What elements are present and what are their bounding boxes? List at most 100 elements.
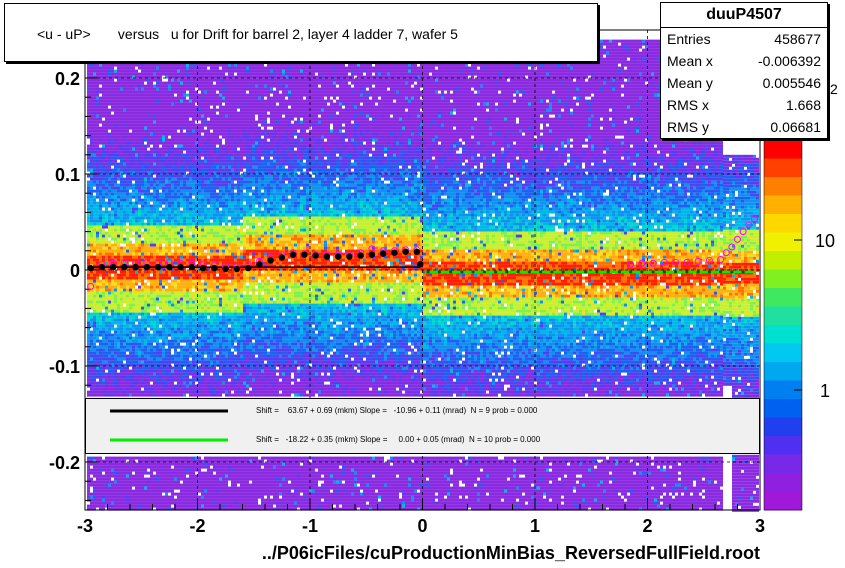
black-profile-point: [211, 264, 218, 272]
title-box: <u - uP> versus u for Drift for barrel 2…: [4, 3, 598, 62]
black-profile-point: [323, 253, 331, 260]
black-profile-point: [346, 253, 353, 260]
stats-box: duuP4507 Entries 458677 Mean x -0.006392…: [660, 2, 828, 139]
black-profile-point: [87, 264, 94, 272]
green-profile-point: [561, 270, 565, 274]
green-profile-point: [662, 270, 666, 274]
axes: -3 -2 -1 0 1 2 30.20.10-0.1-0.2../P06icFiles/c…: [49, 39, 765, 563]
stats-title: duuP4507: [661, 3, 827, 28]
black-profile-point: [132, 263, 139, 271]
heatmap-cells: [87, 39, 759, 512]
stats-row-mean-x: Mean x -0.006392: [661, 50, 827, 72]
stats-row-rms-y: RMS y 0.06681: [661, 116, 827, 138]
fit-text-black: Shift = 63.67 + 0.69 (mkm) Slope = -10.9…: [256, 406, 537, 415]
black-profile-point: [199, 264, 207, 272]
green-profile-point: [595, 270, 599, 274]
black-profile-point: [244, 264, 252, 272]
green-profile-point: [685, 270, 689, 274]
black-profile-point: [222, 265, 229, 273]
magenta-profile-point: [683, 258, 691, 266]
magenta-profile-point: [638, 259, 646, 267]
fit-text-green: Shift = -18.22 + 0.35 (mkm) Slope = 0.00…: [256, 435, 540, 444]
magenta-profile-point: [722, 249, 730, 257]
magenta-profile-point: [627, 260, 635, 268]
black-profile-point: [233, 265, 241, 273]
fit-legend-lines: [110, 409, 228, 442]
green-profile-point: [426, 270, 430, 274]
magenta-profile-point: [87, 282, 95, 290]
black-profile-point: [417, 261, 424, 268]
magenta-profile-point: [734, 235, 741, 243]
green-profile-point: [640, 270, 644, 274]
green-profile-point: [449, 270, 453, 274]
black-profile-point: [312, 252, 319, 259]
magenta-profile-point: [694, 257, 702, 265]
stats-label: RMS x: [667, 94, 709, 116]
stats-value: -0.006392: [758, 50, 821, 72]
stats-label: Mean x: [667, 50, 713, 72]
plot-title: <u - uP> versus u for Drift for barrel 2…: [37, 26, 458, 42]
magenta-profile-point: [717, 255, 725, 263]
black-profile-point: [188, 263, 196, 271]
green-profile-point: [674, 270, 678, 274]
black-profile-point: [109, 263, 117, 271]
green-profile-point: [437, 270, 441, 274]
black-profile-point: [301, 251, 308, 258]
black-profile-point: [391, 249, 398, 256]
black-profile-point: [413, 248, 421, 255]
green-profile-point: [572, 270, 576, 274]
green-profile-point: [606, 270, 610, 274]
green-profile-point: [460, 270, 464, 274]
x-axis-label: ../P06icFiles/cuProductionMinBias_Revers…: [262, 543, 760, 563]
magenta-profile-point: [649, 259, 657, 267]
magenta-profile-point: [739, 228, 747, 236]
profile-markers: [87, 215, 758, 290]
green-profile-point: [741, 270, 745, 274]
black-profile-point: [267, 257, 274, 264]
green-profile-point: [527, 270, 531, 274]
stats-row-rms-x: RMS x 1.668: [661, 94, 827, 116]
black-profile-point: [357, 252, 364, 259]
black-profile-point: [166, 263, 173, 271]
green-profile-point: [629, 270, 633, 274]
green-profile-point: [482, 270, 486, 274]
stats-value: 458677: [774, 28, 821, 50]
black-profile-point: [98, 263, 106, 271]
black-profile-point: [402, 248, 409, 255]
black-profile-point: [143, 263, 151, 271]
green-profile-point: [617, 270, 621, 274]
green-profile-point: [494, 270, 498, 274]
green-profile-point: [730, 270, 734, 274]
magenta-profile-point: [745, 221, 753, 229]
green-profile-point: [471, 270, 475, 274]
magenta-profile-point: [672, 258, 680, 266]
stats-row-entries: Entries 458677: [661, 28, 827, 50]
green-profile-point: [584, 270, 588, 274]
black-profile-point: [154, 263, 162, 271]
black-profile-point: [177, 263, 184, 271]
magenta-profile-point: [705, 256, 713, 264]
black-profile-point: [368, 251, 376, 258]
green-profile-point: [651, 270, 655, 274]
green-profile-point: [539, 270, 543, 274]
black-profile-point: [379, 250, 387, 257]
stats-value: 0.005546: [763, 72, 821, 94]
black-profile-point: [256, 261, 263, 268]
black-profile-point: [289, 251, 297, 258]
grid-lines: [85, 30, 760, 510]
magenta-profile-point: [660, 258, 668, 266]
stats-value: 0.06681: [770, 116, 821, 138]
magenta-profile-point: [728, 243, 736, 251]
magenta-profile-point: [750, 215, 758, 223]
green-profile-point: [505, 270, 509, 274]
green-profile-point: [696, 270, 700, 274]
stats-label: Entries: [667, 28, 711, 50]
stats-value: 1.668: [786, 94, 821, 116]
stats-label: RMS y: [667, 116, 709, 138]
black-profile-point: [334, 253, 342, 260]
green-profile-point: [550, 270, 554, 274]
green-profile-point: [516, 270, 520, 274]
green-profile-point: [719, 270, 723, 274]
green-profile-point: [707, 270, 711, 274]
